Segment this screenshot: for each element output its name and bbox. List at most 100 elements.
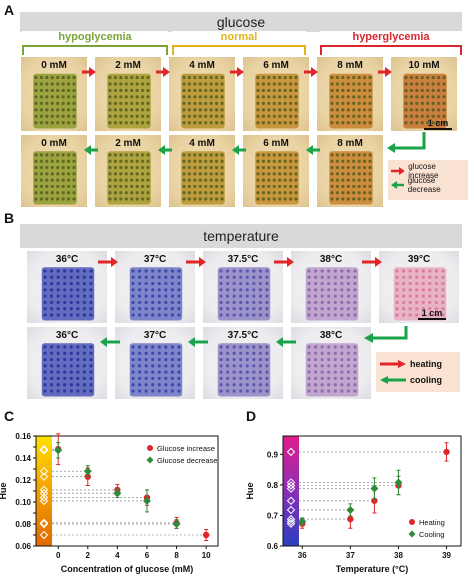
y-tick-label: 0.8 [267, 481, 279, 490]
glucose-tile-increase-0-label: 0 mM [41, 60, 67, 71]
glucose-tile-decrease-1: 2 mM [94, 134, 162, 208]
data-point-cooling [394, 478, 403, 487]
y-axis-label: Hue [245, 482, 255, 499]
cooling-arrow-0 [100, 337, 120, 347]
return-arrow-a [387, 132, 426, 153]
chart-d: 36 37 38 39 0.6 0.7 0.8 0.9 Temperature (°C) Hue H… [245, 435, 462, 574]
panel-a-title: glucose [20, 12, 462, 32]
decrease-arrow-0 [84, 145, 98, 155]
temperature-tile-heating-2-label: 37.5°C [227, 254, 259, 265]
glucose-tile-increase-2-label: 4 mM [189, 60, 215, 71]
red-arrow-icon [380, 360, 406, 368]
chart-c: 0 2 4 6 8 10 0.06 0.08 0.10 0.12 0.14 0.16 Concentra… [0, 432, 219, 574]
temperature-tile-heating-4: 39°C [378, 250, 460, 324]
legend-b-label-cooling: cooling [410, 375, 442, 385]
x-tick-label: 0 [56, 551, 61, 560]
legend-b-item-cooling: cooling [380, 372, 456, 388]
bracket-hypoglycemia-label: hypoglycemia [22, 31, 168, 43]
legend-a-label-decrease: glucose decrease [407, 176, 441, 194]
data-point-glucose-decrease [54, 446, 63, 455]
data-point-heating [443, 448, 450, 456]
bracket-hyperglycemia-label: hyperglycemia [320, 31, 462, 43]
temperature-tile-cooling-1-label: 37°C [143, 330, 167, 341]
glucose-tile-increase-5-label: 10 mM [408, 60, 440, 71]
temperature-tile-cooling-0-label: 36°C [55, 330, 79, 341]
glucose-tile-decrease-4: 8 mM [316, 134, 384, 208]
data-point-glucose-decrease [83, 467, 92, 476]
legend-marker [147, 445, 153, 451]
legend-marker [408, 530, 416, 538]
glucose-tile-decrease-0: 0 mM [20, 134, 88, 208]
glucose-tile-decrease-3-label: 6 mM [263, 138, 289, 149]
glucose-tile-increase-4-label: 8 mM [337, 60, 363, 71]
legend-label: Heating [419, 518, 445, 527]
heating-arrow-1 [186, 257, 206, 267]
temperature-tile-cooling-0: 36°C [26, 326, 108, 400]
strip-marker [286, 478, 296, 487]
strip-marker [286, 517, 296, 526]
temperature-tile-heating-1: 37°C [114, 250, 196, 324]
heating-arrow-3 [362, 257, 382, 267]
temperature-tile-heating-3: 38°C [290, 250, 372, 324]
data-point-cooling [370, 484, 379, 493]
temperature-tile-heating-1-label: 37°C [143, 254, 167, 265]
glucose-tile-increase-5: 10 mM [390, 56, 458, 132]
glucose-tile-increase-3-label: 6 mM [263, 60, 289, 71]
strip-marker [39, 446, 49, 455]
data-point-cooling [298, 517, 307, 526]
hue-color-strip [36, 436, 52, 546]
legend-a-item-increase: glucose increase [391, 162, 465, 180]
glucose-tile-increase-3: 6 mM [242, 56, 310, 132]
green-arrow-icon [391, 181, 404, 189]
red-arrow-icon [391, 167, 405, 175]
x-tick-label: 38 [394, 551, 403, 560]
temperature-tile-cooling-2-label: 37.5°C [227, 330, 259, 341]
heating-arrow-0 [98, 257, 118, 267]
return-arrow-b [364, 326, 408, 343]
strip-marker [39, 530, 49, 540]
panel-b-letter: B [4, 210, 15, 226]
data-point-cooling [346, 505, 355, 514]
decrease-arrow-1 [158, 145, 172, 155]
glucose-tile-decrease-4-label: 8 mM [337, 138, 363, 149]
strip-marker [39, 444, 49, 454]
temperature-tile-cooling-1: 37°C [114, 326, 196, 400]
glucose-tile-increase-2: 4 mM [168, 56, 236, 132]
increase-arrow-2 [230, 67, 244, 77]
temperature-tile-cooling-3: 38°C [290, 326, 372, 400]
strip-marker [39, 493, 49, 502]
y-tick-label: 0.16 [15, 432, 31, 441]
y-tick-label: 0.14 [15, 454, 31, 463]
temperature-tile-heating-0-label: 36°C [55, 254, 79, 265]
glucose-tile-increase-1-label: 2 mM [115, 60, 141, 71]
y-tick-label: 0.10 [15, 498, 31, 507]
scale-bar-b-label: 1 cm [421, 308, 443, 318]
panel-a-letter: A [4, 2, 15, 18]
x-tick-label: 37 [346, 551, 355, 560]
bracket-hyperglycemia [320, 45, 462, 55]
x-tick-label: 4 [115, 551, 120, 560]
data-point-glucose-decrease [142, 496, 151, 505]
strip-marker [39, 518, 49, 528]
legend-b: heating cooling [376, 352, 460, 392]
heating-arrow-2 [274, 257, 294, 267]
strip-marker [39, 466, 49, 476]
increase-arrow-0 [82, 67, 96, 77]
cooling-arrow-2 [276, 337, 296, 347]
scale-bar-b: 1 cm [412, 308, 452, 320]
glucose-tile-increase-4: 8 mM [316, 56, 384, 132]
glucose-tile-decrease-3: 6 mM [242, 134, 310, 208]
legend-marker [146, 456, 154, 464]
strip-marker [286, 484, 296, 493]
legend-marker [409, 519, 415, 525]
panel-b-title: temperature [20, 224, 462, 248]
decrease-arrow-2 [232, 145, 246, 155]
panel-d-letter: D [246, 408, 257, 424]
legend-label: Glucose increase [157, 444, 215, 453]
legend-label: Cooling [419, 530, 444, 539]
strip-marker [39, 496, 49, 506]
bracket-normal-label: normal [172, 31, 306, 43]
cooling-arrow-1 [188, 337, 208, 347]
x-tick-label: 10 [202, 551, 211, 560]
